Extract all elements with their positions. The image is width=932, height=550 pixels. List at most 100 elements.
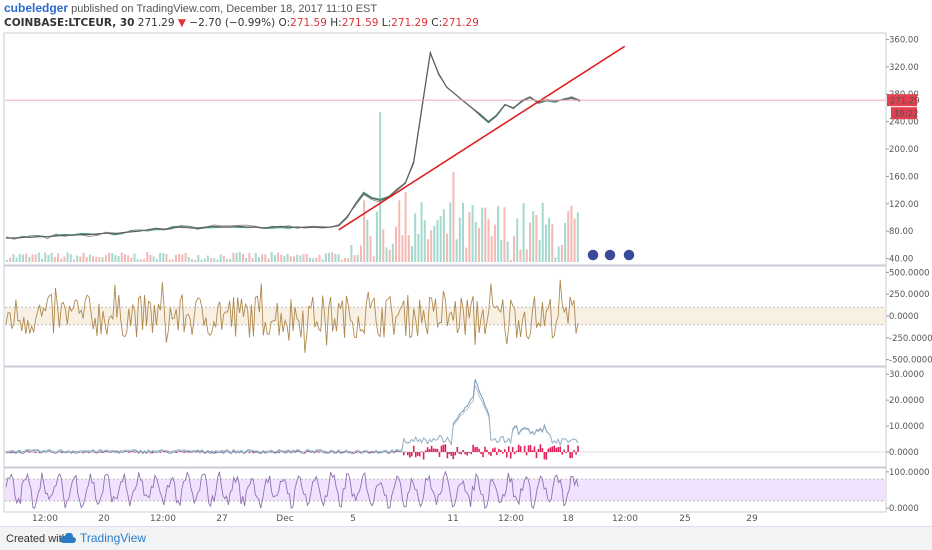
y-tick-label: 120.00 — [889, 200, 919, 210]
volume-bar — [76, 255, 79, 262]
volume-bar — [146, 252, 149, 262]
volume-bar — [273, 254, 276, 262]
trendline[interactable] — [338, 45, 626, 231]
volume-bar — [133, 253, 136, 262]
volume-bar — [516, 218, 519, 262]
volume-bar — [446, 233, 449, 262]
volume-bar — [334, 253, 337, 262]
oscillator-2-signal — [5, 383, 579, 453]
volume-bar — [206, 255, 209, 262]
volume-bar — [34, 254, 37, 262]
volume-bar — [452, 172, 455, 262]
volume-bar — [85, 257, 88, 262]
volume-bar — [127, 255, 130, 262]
volume-bar — [388, 249, 391, 262]
footer-bar: Created with TradingView — [0, 526, 932, 550]
volume-bar — [576, 212, 579, 262]
volume-bar — [535, 214, 538, 262]
countdown-badge — [891, 107, 917, 120]
tradingview-logo[interactable]: TradingView — [60, 531, 146, 545]
volume-bar — [350, 244, 353, 262]
oscillator-3-line — [5, 470, 579, 510]
x-tick-label: 18 — [562, 514, 574, 524]
volume-bar — [484, 207, 487, 262]
volume-bar — [433, 225, 436, 262]
y-tick-label: 80.00 — [889, 227, 913, 237]
volume-bar — [302, 253, 305, 262]
volume-bar — [312, 258, 315, 262]
volume-bar — [232, 252, 235, 262]
volume-bar — [305, 253, 308, 262]
x-tick-label: 12:00 — [498, 514, 524, 524]
y-tick-label: -250.0000 — [889, 334, 932, 344]
y-tick-label: 160.00 — [889, 172, 919, 182]
volume-bar — [37, 252, 40, 262]
volume-bar — [308, 257, 311, 262]
close-value: 271.29 — [442, 17, 479, 29]
volume-bar — [168, 259, 171, 262]
volume-bar — [66, 252, 69, 262]
volume-bar — [283, 256, 286, 262]
oscillator-1-line — [5, 279, 579, 353]
volume-bar — [366, 219, 369, 262]
volume-bar — [477, 227, 480, 262]
volume-bar — [557, 246, 560, 262]
volume-bar — [551, 224, 554, 262]
price-panel — [3, 32, 887, 266]
event-marker-icon[interactable] — [603, 248, 617, 262]
volume-bar — [60, 258, 63, 262]
volume-bar — [560, 244, 563, 262]
y-tick-label: 100.0000 — [889, 468, 930, 478]
volume-bar — [197, 254, 200, 262]
low-value: 271.29 — [391, 17, 428, 29]
event-marker-icon[interactable] — [622, 248, 636, 262]
volume-bar — [544, 224, 547, 262]
volume-bar — [379, 112, 382, 262]
volume-bar — [248, 252, 251, 262]
volume-bar — [490, 236, 493, 262]
volume-bar — [25, 253, 28, 262]
volume-bar — [570, 205, 573, 262]
price-change: −2.70 (−0.99%) — [189, 17, 276, 29]
volume-bar — [111, 253, 114, 262]
volume-bar — [324, 253, 327, 262]
volume-bar — [471, 205, 474, 262]
volume-bar — [293, 256, 295, 262]
y-tick-label: 200.00 — [889, 145, 919, 155]
volume-bar — [289, 256, 292, 262]
volume-bar — [458, 217, 461, 262]
volume-bar — [407, 235, 410, 262]
event-marker-icon[interactable] — [586, 248, 600, 262]
volume-bar — [57, 253, 60, 262]
volume-bar — [120, 252, 123, 262]
high-value: 271.59 — [341, 17, 379, 29]
x-tick-label: 12:00 — [612, 514, 638, 524]
volume-bar — [175, 255, 178, 262]
volume-bar — [509, 259, 512, 262]
volume-bar — [21, 254, 24, 262]
volume-bar — [519, 249, 522, 262]
volume-bar — [50, 252, 53, 262]
volume-bar — [222, 256, 225, 262]
volume-bar — [155, 258, 158, 262]
volume-bar — [417, 233, 420, 262]
author-link[interactable]: cubeledger — [4, 1, 69, 15]
x-tick-label: 25 — [679, 514, 690, 524]
y-tick-label: 10.0000 — [889, 422, 924, 432]
volume-bar — [241, 253, 244, 262]
volume-bar — [299, 255, 302, 262]
volume-bar — [190, 259, 193, 262]
volume-bar — [340, 259, 343, 262]
volume-bar — [270, 252, 273, 262]
volume-bar — [493, 224, 496, 262]
volume-bar — [28, 257, 31, 262]
y-tick-label: 0.0000 — [889, 448, 919, 458]
symbol-label[interactable]: COINBASE:LTCEUR, 30 — [4, 17, 135, 29]
open-label: O: — [278, 17, 291, 29]
volume-bar — [474, 221, 477, 262]
countdown-badge-text: 19:22 — [894, 110, 919, 120]
volume-bar — [522, 203, 525, 262]
volume-bar — [267, 258, 270, 262]
volume-bar — [187, 257, 190, 262]
